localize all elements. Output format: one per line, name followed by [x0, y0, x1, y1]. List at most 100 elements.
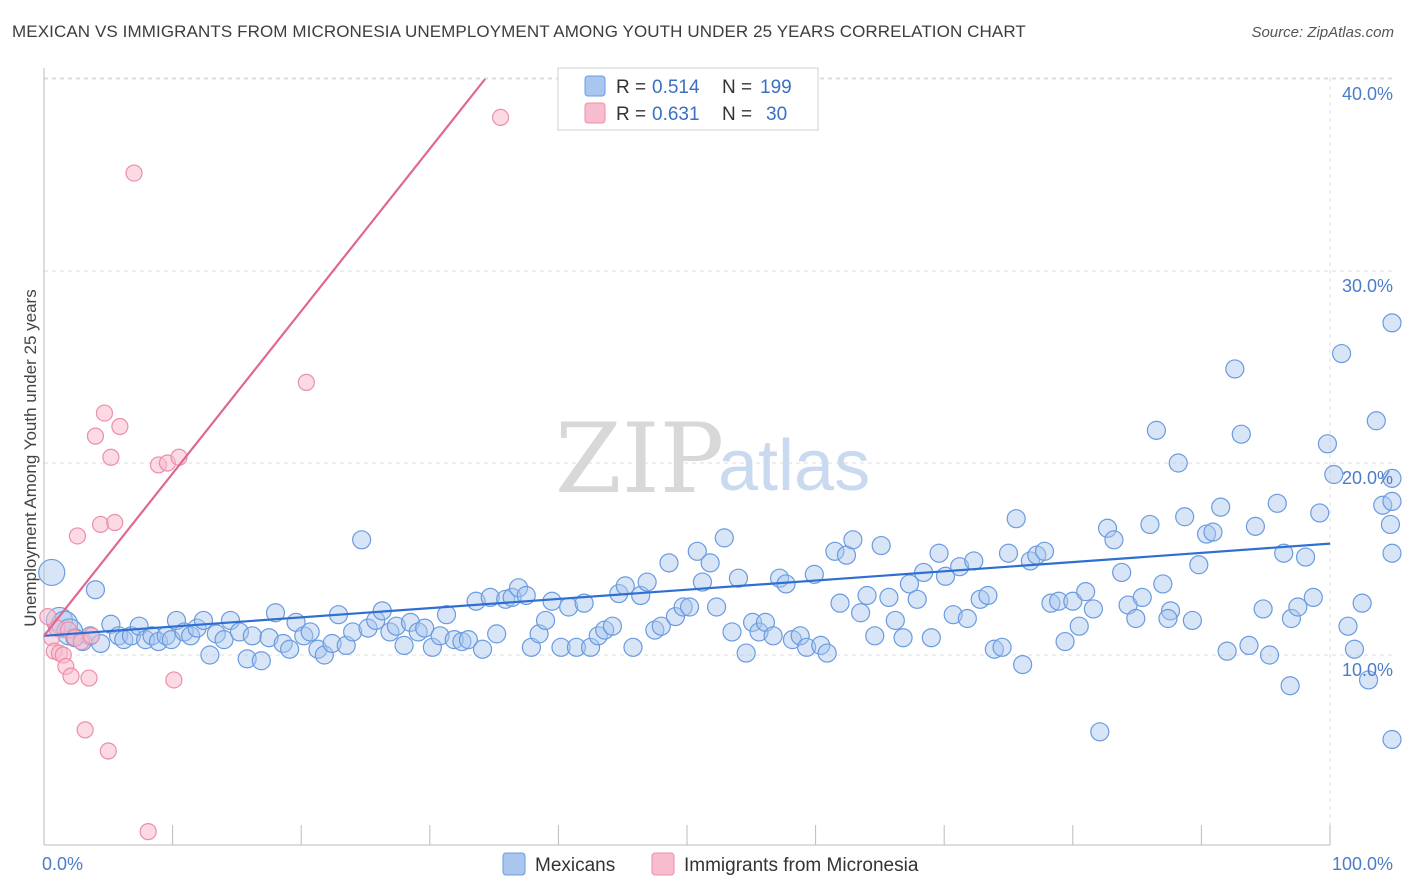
mexicans-point-109	[804, 564, 824, 584]
mexicans-point-87	[651, 616, 671, 636]
mexicans-point-107	[790, 626, 810, 646]
mexicans-point-159	[1153, 574, 1173, 594]
mexicans-point-174	[1259, 645, 1280, 665]
micronesia-point-22	[125, 164, 143, 182]
mexicans-point-149	[1083, 599, 1103, 619]
micronesia-point-15	[86, 427, 105, 445]
mexicans-point-32	[259, 628, 279, 648]
mexicans-point-170	[1231, 424, 1251, 444]
legend-r-label-1: R =	[616, 104, 646, 125]
mexicans-point-139	[1013, 654, 1033, 675]
chart-title: MEXICAN VS IMMIGRANTS FROM MICRONESIA UN…	[12, 22, 1026, 41]
mexicans-point-90	[673, 597, 693, 617]
mexicans-point-116	[851, 603, 871, 623]
mexicans-point-33	[265, 603, 286, 623]
mexicans-point-152	[1104, 530, 1124, 550]
mexicans-point-25	[206, 624, 226, 644]
mexicans-point-88	[659, 553, 679, 573]
mexicans-point-143	[1041, 593, 1061, 613]
mexicans-point-180	[1303, 587, 1323, 608]
mexicans-point-29	[237, 649, 257, 669]
mexicans-point-126	[921, 628, 941, 648]
mexicans-point-44	[343, 622, 363, 642]
mexicans-point-155	[1126, 608, 1146, 629]
mexicans-point-94	[700, 553, 720, 573]
mexicans-point-77	[580, 637, 601, 657]
mexicans-point-124	[907, 589, 927, 609]
chart-source: Source: ZipAtlas.com	[1251, 24, 1394, 41]
mexicans-point-113	[830, 593, 850, 613]
mexicans-point-197	[1280, 676, 1300, 696]
mexicans-point-183	[1324, 464, 1344, 485]
mexicans-point-172	[1245, 516, 1266, 536]
mexicans-point-99	[736, 643, 756, 663]
mexicans-point-60	[458, 630, 478, 650]
mexicans-point-168	[1217, 641, 1237, 661]
mexicans-point-167	[1211, 497, 1231, 517]
series-micronesia-points	[39, 108, 510, 841]
mexicans-point-137	[998, 543, 1019, 563]
mexicans-point-188	[1358, 670, 1379, 690]
mexicans-point-144	[1049, 591, 1069, 611]
mexicans-point-118	[865, 626, 885, 646]
micronesia-point-28	[297, 373, 315, 391]
mexicans-point-0	[38, 558, 66, 587]
mexicans-point-129	[943, 605, 963, 625]
mexicans-point-146	[1063, 591, 1083, 611]
mexicans-point-64	[487, 624, 507, 644]
legend-n-value-0: 199	[760, 77, 792, 98]
mexicans-point-101	[749, 622, 769, 642]
mexicans-point-95	[706, 597, 727, 617]
mexicans-point-185	[1338, 616, 1358, 636]
mexicans-point-153	[1112, 562, 1132, 583]
mexicans-point-192	[1382, 729, 1402, 750]
bottom-legend-swatch-mexicans	[502, 852, 526, 876]
mexicans-point-131	[957, 608, 977, 629]
mexicans-point-148	[1076, 582, 1096, 602]
mexicans-point-182	[1317, 434, 1338, 454]
y-tick-label-1: 20.0%	[1342, 468, 1393, 488]
mexicans-point-9	[101, 614, 121, 634]
mexicans-point-46	[358, 618, 378, 638]
micronesia-point-23	[139, 823, 157, 841]
mexicans-point-57	[436, 605, 457, 625]
y-tick-label-2: 30.0%	[1342, 276, 1393, 296]
axes	[43, 68, 1331, 846]
mexicans-point-89	[665, 606, 686, 627]
mexicans-point-179	[1295, 547, 1316, 567]
mexicans-point-151	[1097, 518, 1118, 538]
micronesia-point-19	[102, 448, 120, 466]
mexicans-point-156	[1132, 587, 1152, 608]
mexicans-point-50	[386, 616, 406, 636]
mexicans-point-160	[1160, 601, 1181, 621]
mexicans-point-178	[1288, 597, 1308, 617]
series-legend: Mexicans Immigrants from Micronesia	[502, 852, 919, 876]
mexicans-point-181	[1310, 503, 1330, 523]
micronesia-point-13	[80, 669, 98, 687]
mexicans-point-193	[1382, 491, 1402, 511]
micronesia-point-10	[68, 527, 87, 545]
mexicans-point-56	[430, 626, 450, 646]
correlation-legend: R = 0.514 N = 199 R = 0.631 N = 30	[557, 67, 819, 131]
micronesia-point-21	[111, 417, 129, 436]
mexicans-point-117	[857, 585, 877, 606]
mexicans-point-120	[879, 587, 899, 608]
mexicans-point-123	[899, 574, 920, 594]
mexicans-point-82	[615, 576, 635, 596]
legend-swatch-mexicans	[584, 75, 606, 97]
mexicans-point-110	[811, 635, 831, 656]
micronesia-point-8	[62, 667, 80, 685]
micronesia-point-12	[76, 721, 94, 739]
mexicans-point-136	[992, 637, 1012, 657]
watermark: ZIP atlas	[555, 403, 870, 515]
micronesia-point-18	[99, 742, 117, 760]
mexicans-point-92	[687, 541, 707, 561]
mexicans-point-175	[1267, 493, 1287, 513]
mexicans-point-103	[763, 626, 783, 646]
mexicans-point-115	[843, 530, 863, 550]
mexicans-point-7	[85, 580, 106, 600]
mexicans-point-72	[542, 591, 562, 611]
mexicans-point-12	[121, 626, 142, 646]
mexicans-point-41	[322, 633, 342, 654]
mexicans-point-80	[602, 616, 623, 636]
